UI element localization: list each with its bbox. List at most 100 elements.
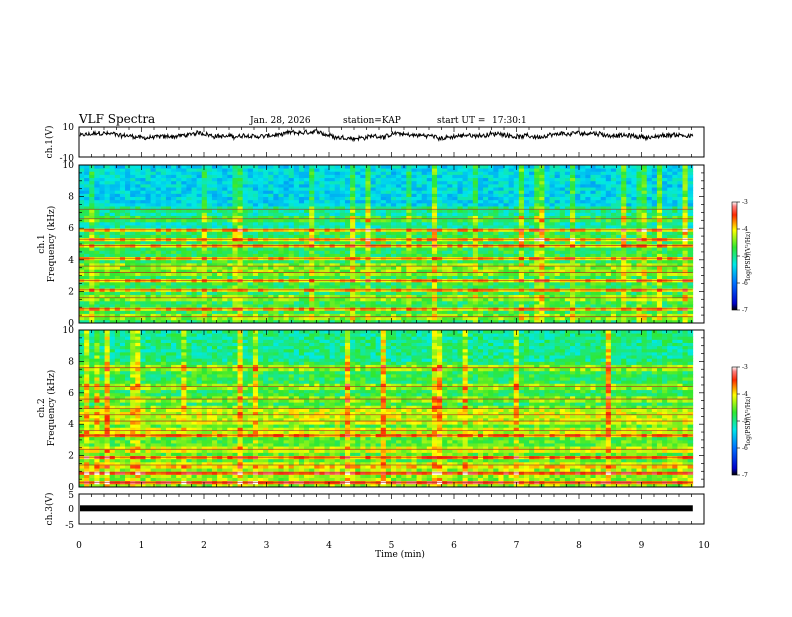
spectrogram-cell [504, 253, 510, 257]
spectrogram-cell [550, 247, 556, 251]
spectrogram-cell [580, 231, 586, 235]
spectrogram-cell [662, 200, 668, 204]
spectrogram-cell [498, 212, 504, 216]
spectrogram-cell [555, 282, 561, 286]
spectrogram-cell [89, 301, 95, 305]
spectrogram-cell [596, 272, 602, 276]
spectrogram-cell [263, 304, 269, 308]
spectrogram-cell [84, 247, 90, 251]
spectrogram-cell [335, 276, 341, 280]
spectrogram-cell [99, 225, 105, 229]
spectrogram-cell [238, 266, 244, 270]
spectrogram-cell [145, 260, 151, 264]
spectrogram-cell [601, 282, 607, 286]
spectrogram-cell [135, 241, 141, 245]
spectrogram-cell [672, 282, 678, 286]
spectrogram-cell [427, 317, 433, 321]
spectrogram-cell [539, 197, 545, 201]
spectrogram-cell [365, 247, 371, 251]
spectrogram-cell [529, 231, 535, 235]
spectrogram-cell [626, 212, 632, 216]
spectrogram-cell [161, 285, 167, 289]
spectrogram-cell [437, 317, 443, 321]
spectrogram-cell [207, 310, 213, 314]
spectrogram-cell [381, 310, 387, 314]
spectrogram-cell [457, 266, 463, 270]
spectrogram-cell [544, 260, 550, 264]
spectrogram-cell [192, 222, 198, 226]
spectrogram-cell [299, 225, 305, 229]
spectrogram-cell [350, 225, 356, 229]
spectrogram-cell [186, 219, 192, 223]
spectrogram-cell [340, 298, 346, 302]
spectrogram-cell [176, 310, 182, 314]
spectrogram-cell [299, 310, 305, 314]
spectrogram-cell [79, 231, 85, 235]
spectrogram-cell [411, 272, 417, 276]
spectrogram-cell [299, 203, 305, 207]
spectrogram-cell [406, 247, 412, 251]
spectrogram-cell [284, 200, 290, 204]
spectrogram-cell [278, 285, 284, 289]
spectrogram-cell [688, 310, 694, 314]
spectrogram-cell [468, 231, 474, 235]
spectrogram-cell [232, 285, 238, 289]
spectrogram-cell [248, 235, 254, 239]
spectrogram-cell [478, 285, 484, 289]
spectrogram-cell [381, 197, 387, 201]
spectrogram-cell [212, 291, 218, 295]
spectrogram-cell [99, 209, 105, 213]
spectrogram-cell [590, 285, 596, 289]
spectrogram-cell [181, 291, 187, 295]
spectrogram-cell [539, 253, 545, 257]
spectrogram-cell [504, 219, 510, 223]
spectrogram-cell [539, 209, 545, 213]
spectrogram-cell [498, 317, 504, 321]
spectrogram-cell [140, 301, 146, 305]
spectrogram-cell [330, 260, 336, 264]
spectrogram-cell [350, 197, 356, 201]
spectrogram-cell [345, 222, 351, 226]
spectrogram-cell [683, 291, 689, 295]
spectrogram-cell [319, 222, 325, 226]
spectrogram-cell [314, 209, 320, 213]
spectrogram-cell [488, 247, 494, 251]
spectrogram-cell [585, 266, 591, 270]
spectrogram-cell [565, 197, 571, 201]
spectrogram-cell [575, 301, 581, 305]
spectrogram-cell [683, 200, 689, 204]
spectrogram-cell [130, 310, 136, 314]
spectrogram-cell [171, 298, 177, 302]
spectrogram-cell [278, 260, 284, 264]
spectrogram-cell [662, 241, 668, 245]
spectrogram-cell [422, 250, 428, 254]
spectrogram-cell [227, 203, 233, 207]
spectrogram-cell [468, 272, 474, 276]
spectrogram-cell [396, 310, 402, 314]
spectrogram-cell [365, 276, 371, 280]
spectrogram-cell [314, 310, 320, 314]
spectrogram-cell [585, 260, 591, 264]
spectrogram-cell [156, 266, 162, 270]
spectrogram-cell [335, 266, 341, 270]
spectrogram-cell [596, 301, 602, 305]
spectrogram-cell [396, 266, 402, 270]
spectrogram-cell [145, 225, 151, 229]
spectrogram-cell [626, 291, 632, 295]
spectrogram-cell [652, 231, 658, 235]
spectrogram-cell [151, 298, 157, 302]
spectrogram-cell [355, 231, 361, 235]
spectrogram-cell [273, 241, 279, 245]
spectrogram-cell [406, 298, 412, 302]
spectrogram-cell [197, 219, 203, 223]
spectrogram-cell [683, 266, 689, 270]
spectrogram-cell [94, 247, 100, 251]
spectrogram-cell [94, 235, 100, 239]
spectrogram-cell [360, 209, 366, 213]
spectrogram-cell [232, 317, 238, 321]
spectrogram-cell [186, 276, 192, 280]
spectrogram-cell [498, 203, 504, 207]
spectrogram-cell [585, 253, 591, 257]
spectrogram-cell [647, 247, 653, 251]
spectrogram-cell [289, 231, 295, 235]
